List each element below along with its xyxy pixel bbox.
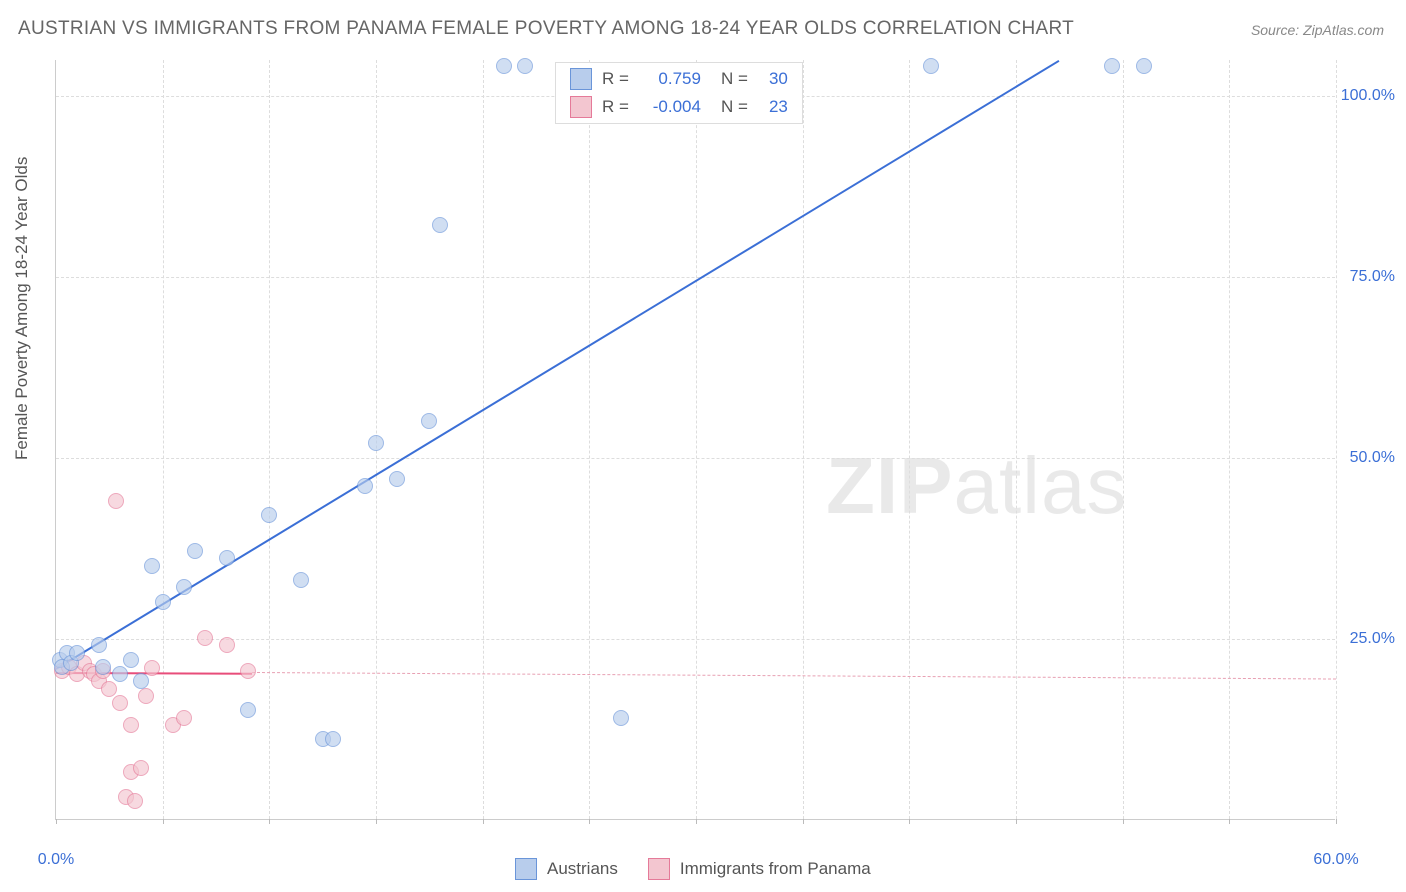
gridline-vertical (1336, 60, 1337, 819)
data-point (127, 793, 143, 809)
data-point (144, 660, 160, 676)
x-tick-mark (909, 819, 910, 824)
data-point (144, 558, 160, 574)
gridline-vertical (803, 60, 804, 819)
x-tick-mark (803, 819, 804, 824)
y-tick-label: 50.0% (1350, 449, 1395, 467)
r-value: 0.759 (639, 69, 701, 89)
watermark-rest: atlas (953, 441, 1127, 530)
y-tick-label: 25.0% (1350, 630, 1395, 648)
series-legend: Austrians Immigrants from Panama (515, 858, 871, 880)
series-legend-label: Austrians (547, 859, 618, 879)
data-point (325, 731, 341, 747)
data-point (176, 579, 192, 595)
data-point (108, 493, 124, 509)
data-point (613, 710, 629, 726)
y-tick-label: 75.0% (1350, 268, 1395, 286)
data-point (240, 702, 256, 718)
r-label: R = (602, 69, 629, 89)
data-point (923, 58, 939, 74)
correlation-legend: R = 0.759 N = 30 R = -0.004 N = 23 (555, 62, 803, 124)
correlation-legend-row: R = -0.004 N = 23 (556, 93, 802, 121)
series-legend-label: Immigrants from Panama (680, 859, 871, 879)
gridline-vertical (589, 60, 590, 819)
data-point (176, 710, 192, 726)
x-tick-mark (1123, 819, 1124, 824)
gridline-vertical (909, 60, 910, 819)
x-tick-mark (1016, 819, 1017, 824)
x-tick-mark (376, 819, 377, 824)
legend-swatch (648, 858, 670, 880)
data-point (155, 594, 171, 610)
x-tick-label: 0.0% (38, 851, 74, 869)
data-point (1136, 58, 1152, 74)
data-point (219, 550, 235, 566)
x-tick-mark (163, 819, 164, 824)
data-point (112, 695, 128, 711)
x-tick-mark (589, 819, 590, 824)
x-tick-mark (1336, 819, 1337, 824)
chart-title: AUSTRIAN VS IMMIGRANTS FROM PANAMA FEMAL… (18, 18, 1074, 40)
gridline-vertical (1123, 60, 1124, 819)
gridline-vertical (696, 60, 697, 819)
data-point (1104, 58, 1120, 74)
data-point (197, 630, 213, 646)
x-tick-mark (56, 819, 57, 824)
n-value: 30 (758, 69, 788, 89)
x-tick-label: 60.0% (1313, 851, 1358, 869)
gridline-vertical (269, 60, 270, 819)
x-tick-mark (696, 819, 697, 824)
series-legend-item: Austrians (515, 858, 618, 880)
r-value: -0.004 (639, 97, 701, 117)
data-point (123, 652, 139, 668)
y-axis-label: Female Poverty Among 18-24 Year Olds (12, 157, 32, 460)
gridline-vertical (483, 60, 484, 819)
watermark-bold: ZIP (826, 441, 953, 530)
data-point (368, 435, 384, 451)
watermark: ZIPatlas (826, 440, 1127, 532)
data-point (133, 760, 149, 776)
data-point (261, 507, 277, 523)
series-legend-item: Immigrants from Panama (648, 858, 871, 880)
data-point (101, 681, 117, 697)
n-label: N = (721, 97, 748, 117)
n-value: 23 (758, 97, 788, 117)
n-label: N = (721, 69, 748, 89)
data-point (432, 217, 448, 233)
data-point (517, 58, 533, 74)
gridline-vertical (163, 60, 164, 819)
gridline-vertical (1229, 60, 1230, 819)
source-attribution: Source: ZipAtlas.com (1251, 22, 1384, 38)
data-point (112, 666, 128, 682)
data-point (219, 637, 235, 653)
trend-line-extrapolated (252, 672, 1336, 680)
data-point (389, 471, 405, 487)
plot-area: ZIPatlas 25.0%50.0%75.0%100.0%0.0%60.0% (55, 60, 1335, 820)
data-point (496, 58, 512, 74)
data-point (138, 688, 154, 704)
data-point (95, 659, 111, 675)
gridline-vertical (1016, 60, 1017, 819)
correlation-legend-row: R = 0.759 N = 30 (556, 65, 802, 93)
data-point (69, 645, 85, 661)
legend-swatch (570, 96, 592, 118)
x-tick-mark (483, 819, 484, 824)
data-point (187, 543, 203, 559)
data-point (421, 413, 437, 429)
data-point (293, 572, 309, 588)
r-label: R = (602, 97, 629, 117)
data-point (357, 478, 373, 494)
x-tick-mark (1229, 819, 1230, 824)
data-point (240, 663, 256, 679)
data-point (91, 637, 107, 653)
legend-swatch (515, 858, 537, 880)
data-point (133, 673, 149, 689)
x-tick-mark (269, 819, 270, 824)
y-tick-label: 100.0% (1341, 87, 1395, 105)
data-point (123, 717, 139, 733)
legend-swatch (570, 68, 592, 90)
